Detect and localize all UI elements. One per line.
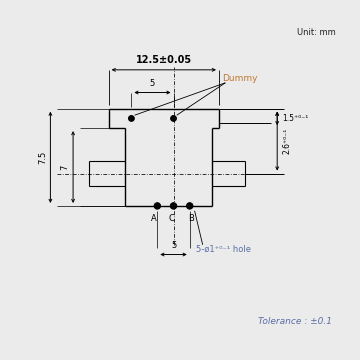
Text: Tolerance : ±0.1: Tolerance : ±0.1	[258, 317, 332, 326]
Text: B: B	[188, 214, 194, 223]
Text: 12.5±0.05: 12.5±0.05	[136, 55, 192, 65]
Text: Dummy: Dummy	[222, 74, 258, 83]
Text: C: C	[169, 214, 175, 223]
Text: Unit: mm: Unit: mm	[297, 28, 336, 37]
Text: 5: 5	[150, 78, 155, 87]
Text: 2.6⁺⁰⁻¹: 2.6⁺⁰⁻¹	[282, 128, 291, 154]
Text: 5-ø1⁺⁰⁻¹ hole: 5-ø1⁺⁰⁻¹ hole	[196, 245, 251, 254]
Text: 7.5: 7.5	[38, 151, 47, 164]
Text: 1.5⁺⁰⁻¹: 1.5⁺⁰⁻¹	[282, 114, 308, 123]
Circle shape	[154, 203, 161, 209]
Circle shape	[171, 116, 176, 121]
Circle shape	[186, 203, 193, 209]
Text: 7: 7	[60, 165, 69, 170]
Text: 5: 5	[171, 240, 176, 250]
Text: A: A	[151, 214, 157, 223]
Circle shape	[129, 116, 134, 121]
Circle shape	[170, 203, 177, 209]
